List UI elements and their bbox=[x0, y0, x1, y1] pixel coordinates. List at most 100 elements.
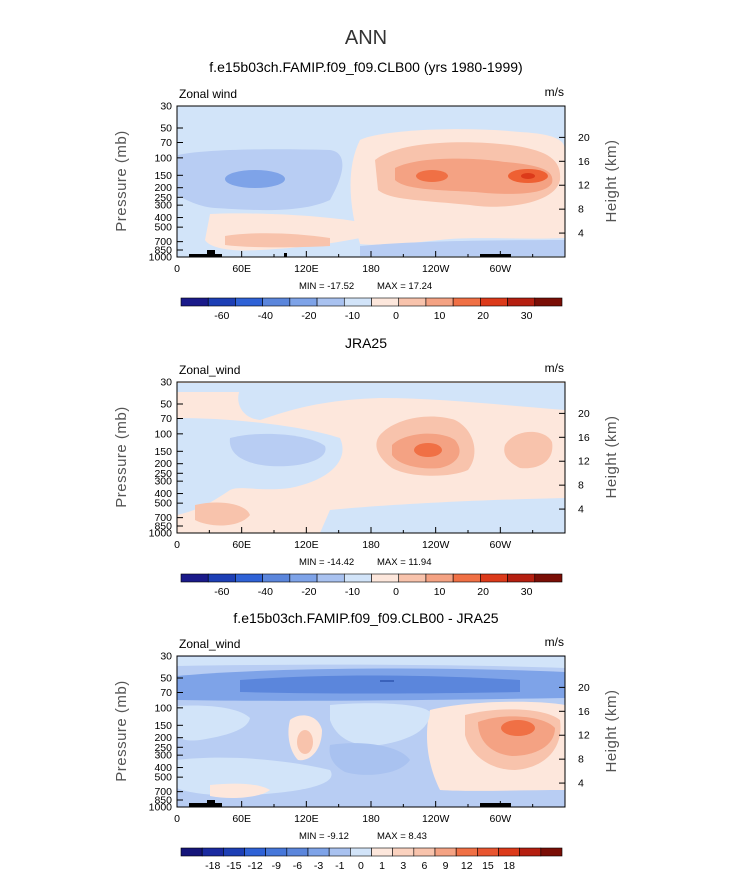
lon-tick-label: 60W bbox=[490, 263, 512, 275]
colorbar-swatch bbox=[328, 847, 351, 857]
colorbar-swatch bbox=[235, 297, 263, 307]
colorbar-swatch bbox=[455, 847, 478, 857]
pressure-tick-label: 200 bbox=[154, 458, 172, 470]
panel-diff-units: m/s bbox=[545, 635, 564, 649]
pressure-tick-label: 850 bbox=[154, 795, 172, 807]
pressure-tick-label: 100 bbox=[154, 152, 172, 164]
panel-diff-stratos-core bbox=[240, 675, 520, 694]
colorbar-swatch bbox=[235, 573, 263, 583]
height-tick-label: 4 bbox=[578, 778, 584, 790]
panel-model-terrain-1 bbox=[189, 254, 222, 257]
colorbar-swatch bbox=[289, 573, 318, 583]
colorbar-swatch bbox=[286, 847, 309, 857]
lon-tick-label: 180 bbox=[362, 263, 380, 275]
panel-model-variable-label: Zonal wind bbox=[179, 87, 237, 101]
pressure-tick-label: 400 bbox=[154, 488, 172, 500]
colorbar-label: 6 bbox=[421, 860, 427, 872]
height-tick-label: 16 bbox=[578, 432, 590, 444]
colorbar-label: -18 bbox=[205, 860, 220, 872]
colorbar-label: 20 bbox=[477, 310, 489, 322]
pressure-tick-label: 300 bbox=[154, 750, 172, 762]
pressure-tick-label: 250 bbox=[154, 468, 172, 480]
pressure-tick-label: 50 bbox=[160, 398, 172, 410]
pressure-tick-label: 150 bbox=[154, 720, 172, 732]
colorbar-swatch bbox=[207, 573, 236, 583]
pressure-tick-label: 100 bbox=[154, 702, 172, 714]
colorbar-swatch bbox=[534, 297, 563, 307]
panel-model-title: f.e15b03ch.FAMIP.f09_f09.CLB00 (yrs 1980… bbox=[209, 59, 522, 75]
lon-tick-label: 60E bbox=[232, 813, 251, 825]
colorbar-swatch bbox=[180, 573, 209, 583]
panel-model-lower-band bbox=[225, 233, 330, 248]
panel-model-max: MAX = 17.24 bbox=[377, 281, 432, 292]
colorbar-swatch bbox=[371, 573, 400, 583]
panel-model-jet-core-1 bbox=[416, 170, 448, 182]
colorbar-swatch bbox=[507, 573, 536, 583]
pressure-tick-label: 30 bbox=[160, 377, 172, 389]
colorbar-swatch bbox=[498, 847, 520, 857]
panel-model-units: m/s bbox=[545, 85, 564, 99]
panel-obs-jet-core bbox=[414, 443, 442, 457]
panel-model-ylabel-right: Height (km) bbox=[603, 139, 620, 222]
panel-model-colorbar: -60 -40 -20 -10 0 10 20 30 bbox=[180, 297, 563, 322]
colorbar-label: 9 bbox=[443, 860, 449, 872]
colorbar-swatch bbox=[434, 847, 457, 857]
pressure-tick-label: 1000 bbox=[149, 802, 173, 814]
panel-obs-ylabel: Pressure (mb) bbox=[113, 406, 130, 508]
colorbar-swatch bbox=[413, 847, 436, 857]
pressure-tick-label: 300 bbox=[154, 200, 172, 212]
lon-tick-label: 120W bbox=[422, 263, 450, 275]
lon-tick-label: 120W bbox=[422, 813, 450, 825]
pressure-tick-label: 150 bbox=[154, 446, 172, 458]
panel-diff-light-patch-1 bbox=[177, 705, 250, 741]
colorbar-swatch bbox=[425, 573, 454, 583]
pressure-tick-label: 100 bbox=[154, 428, 172, 440]
colorbar-label: 0 bbox=[358, 860, 364, 872]
colorbar-swatch bbox=[343, 297, 372, 307]
panel-obs: JRA25 Zonal_wind m/s 3050701001502002503… bbox=[113, 335, 620, 598]
colorbar-label: 18 bbox=[503, 860, 515, 872]
pressure-tick-label: 70 bbox=[160, 687, 172, 699]
colorbar-label: 10 bbox=[434, 310, 446, 322]
panel-diff-dark-patch bbox=[329, 743, 410, 775]
height-tick-label: 16 bbox=[578, 706, 590, 718]
panel-diff-colorbar: -18 -15 -12 -9 -6 -3 -1 0 1 3 6 9 12 15 18 bbox=[180, 847, 563, 872]
colorbar-swatch bbox=[244, 847, 266, 857]
pressure-tick-label: 150 bbox=[154, 170, 172, 182]
colorbar-label: 30 bbox=[521, 310, 533, 322]
panel-diff-ylabel: Pressure (mb) bbox=[113, 680, 130, 782]
pressure-tick-label: 30 bbox=[160, 651, 172, 663]
panel-diff-upper-light bbox=[177, 657, 565, 668]
pressure-tick-label: 500 bbox=[154, 498, 172, 510]
pressure-tick-label: 30 bbox=[160, 101, 172, 113]
colorbar-label: -60 bbox=[214, 586, 229, 598]
pressure-tick-label: 500 bbox=[154, 772, 172, 784]
panel-diff-title: f.e15b03ch.FAMIP.f09_f09.CLB00 - JRA25 bbox=[233, 610, 498, 626]
pressure-tick-label: 250 bbox=[154, 192, 172, 204]
colorbar-label: 0 bbox=[393, 310, 399, 322]
panel-model-ylabel: Pressure (mb) bbox=[113, 130, 130, 232]
pressure-tick-label: 300 bbox=[154, 476, 172, 488]
lon-tick-label: 60W bbox=[490, 539, 512, 551]
panel-diff-light-patch-2 bbox=[330, 703, 430, 746]
lon-tick-label: 0 bbox=[174, 813, 180, 825]
colorbar-swatch bbox=[507, 297, 536, 307]
lon-tick-label: 180 bbox=[362, 813, 380, 825]
colorbar-swatch bbox=[480, 297, 508, 307]
panel-obs-stratos-negative bbox=[238, 390, 565, 420]
height-tick-label: 20 bbox=[578, 682, 590, 694]
colorbar-label: -40 bbox=[258, 310, 273, 322]
colorbar-swatch bbox=[477, 847, 499, 857]
height-tick-label: 4 bbox=[578, 504, 584, 516]
panel-diff-east-inner bbox=[478, 716, 555, 756]
pressure-tick-label: 250 bbox=[154, 742, 172, 754]
pressure-tick-label: 500 bbox=[154, 222, 172, 234]
panel-diff-variable-label: Zonal_wind bbox=[179, 637, 240, 651]
colorbar-swatch bbox=[534, 573, 563, 583]
pressure-tick-label: 70 bbox=[160, 137, 172, 149]
